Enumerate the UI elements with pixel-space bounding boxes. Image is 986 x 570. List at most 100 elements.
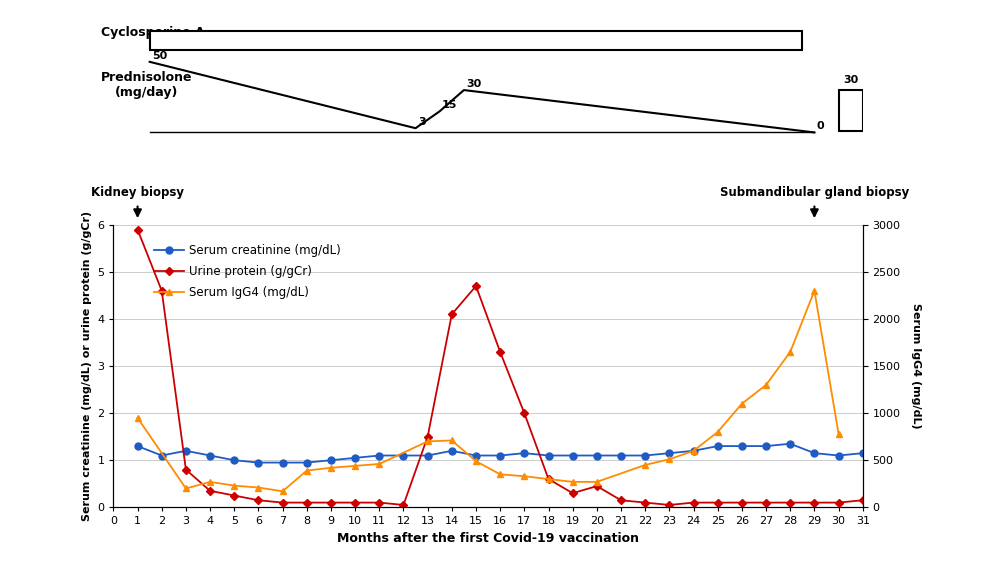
Urine protein (g/gCr) — [494, 348, 506, 355]
Serum creatinine (mg/dL) — [325, 457, 337, 463]
Serum creatinine (mg/dL) — [809, 450, 820, 457]
Serum creatinine (mg/dL) — [252, 459, 264, 466]
Serum creatinine (mg/dL) — [277, 459, 289, 466]
Urine protein (g/gCr) — [349, 499, 361, 506]
Line: Serum creatinine (mg/dL): Serum creatinine (mg/dL) — [134, 440, 867, 466]
Urine protein (g/gCr) — [784, 499, 796, 506]
Serum IgG4 (mg/dL) — [325, 465, 337, 471]
Y-axis label: Serum IgG4 (mg/dL): Serum IgG4 (mg/dL) — [911, 303, 922, 429]
Urine protein (g/gCr) — [374, 499, 386, 506]
Bar — [150, 31, 803, 50]
Text: 15: 15 — [442, 100, 458, 110]
Urine protein (g/gCr) — [397, 502, 409, 508]
Serum creatinine (mg/dL) — [542, 452, 554, 459]
Serum IgG4 (mg/dL) — [519, 473, 530, 479]
Line: Urine protein (g/gCr): Urine protein (g/gCr) — [135, 227, 866, 508]
Serum creatinine (mg/dL) — [615, 452, 627, 459]
Serum creatinine (mg/dL) — [204, 452, 216, 459]
Urine protein (g/gCr) — [615, 497, 627, 504]
Urine protein (g/gCr) — [132, 226, 144, 233]
Serum creatinine (mg/dL) — [736, 443, 747, 450]
Text: Submandibular gland biopsy: Submandibular gland biopsy — [720, 186, 909, 199]
Serum IgG4 (mg/dL) — [349, 462, 361, 469]
Serum creatinine (mg/dL) — [229, 457, 241, 463]
Serum IgG4 (mg/dL) — [301, 467, 313, 474]
Serum IgG4 (mg/dL) — [784, 348, 796, 355]
Serum creatinine (mg/dL) — [760, 443, 772, 450]
Serum IgG4 (mg/dL) — [712, 429, 724, 435]
Serum creatinine (mg/dL) — [301, 459, 313, 466]
Urine protein (g/gCr) — [639, 499, 651, 506]
Serum creatinine (mg/dL) — [712, 443, 724, 450]
Serum creatinine (mg/dL) — [349, 454, 361, 461]
Urine protein (g/gCr) — [591, 483, 602, 490]
Serum creatinine (mg/dL) — [397, 452, 409, 459]
Serum IgG4 (mg/dL) — [832, 430, 844, 437]
Serum IgG4 (mg/dL) — [567, 478, 579, 485]
Urine protein (g/gCr) — [156, 287, 168, 294]
Serum IgG4 (mg/dL) — [446, 437, 458, 444]
Serum creatinine (mg/dL) — [639, 452, 651, 459]
Y-axis label: Serum creatinine (mg/dL) or urine protein (g/gCr): Serum creatinine (mg/dL) or urine protei… — [82, 211, 92, 521]
Serum creatinine (mg/dL) — [687, 447, 699, 454]
Serum creatinine (mg/dL) — [567, 452, 579, 459]
Serum IgG4 (mg/dL) — [760, 381, 772, 388]
Urine protein (g/gCr) — [446, 311, 458, 317]
Text: 30: 30 — [466, 79, 481, 89]
Serum IgG4 (mg/dL) — [809, 287, 820, 294]
Serum IgG4 (mg/dL) — [252, 484, 264, 491]
Serum IgG4 (mg/dL) — [687, 447, 699, 454]
Serum creatinine (mg/dL) — [156, 452, 168, 459]
Serum creatinine (mg/dL) — [180, 447, 192, 454]
Text: 30: 30 — [843, 75, 858, 86]
Serum IgG4 (mg/dL) — [639, 462, 651, 469]
Serum IgG4 (mg/dL) — [542, 475, 554, 482]
Legend: Serum creatinine (mg/dL), Urine protein (g/gCr), Serum IgG4 (mg/dL): Serum creatinine (mg/dL), Urine protein … — [149, 239, 346, 304]
Urine protein (g/gCr) — [519, 410, 530, 417]
Text: Cyclosporine A: Cyclosporine A — [102, 26, 205, 39]
Urine protein (g/gCr) — [687, 499, 699, 506]
Urine protein (g/gCr) — [277, 499, 289, 506]
Urine protein (g/gCr) — [325, 499, 337, 506]
Serum creatinine (mg/dL) — [422, 452, 434, 459]
Serum IgG4 (mg/dL) — [204, 478, 216, 485]
Urine protein (g/gCr) — [736, 499, 747, 506]
Urine protein (g/gCr) — [760, 499, 772, 506]
Urine protein (g/gCr) — [857, 497, 869, 504]
Serum creatinine (mg/dL) — [374, 452, 386, 459]
Serum creatinine (mg/dL) — [784, 440, 796, 447]
Urine protein (g/gCr) — [809, 499, 820, 506]
Urine protein (g/gCr) — [542, 475, 554, 482]
Text: 3: 3 — [418, 117, 426, 127]
Urine protein (g/gCr) — [567, 490, 579, 496]
Serum IgG4 (mg/dL) — [422, 438, 434, 445]
Serum IgG4 (mg/dL) — [374, 461, 386, 467]
Text: Prednisolone
(mg/day): Prednisolone (mg/day) — [102, 71, 193, 99]
Text: 50: 50 — [152, 51, 168, 60]
Serum IgG4 (mg/dL) — [591, 478, 602, 485]
Urine protein (g/gCr) — [204, 487, 216, 494]
Serum IgG4 (mg/dL) — [664, 456, 675, 463]
Urine protein (g/gCr) — [180, 466, 192, 473]
Urine protein (g/gCr) — [229, 492, 241, 499]
Serum IgG4 (mg/dL) — [132, 414, 144, 421]
Urine protein (g/gCr) — [832, 499, 844, 506]
Line: Serum IgG4 (mg/dL): Serum IgG4 (mg/dL) — [134, 287, 842, 495]
Serum creatinine (mg/dL) — [470, 452, 482, 459]
Text: Kidney biopsy: Kidney biopsy — [91, 186, 184, 199]
Serum creatinine (mg/dL) — [132, 443, 144, 450]
Serum IgG4 (mg/dL) — [229, 482, 241, 489]
Urine protein (g/gCr) — [252, 497, 264, 504]
Serum creatinine (mg/dL) — [832, 452, 844, 459]
Serum creatinine (mg/dL) — [519, 450, 530, 457]
Serum IgG4 (mg/dL) — [180, 485, 192, 492]
Serum creatinine (mg/dL) — [591, 452, 602, 459]
Serum creatinine (mg/dL) — [494, 452, 506, 459]
Text: 0: 0 — [816, 121, 824, 131]
Serum IgG4 (mg/dL) — [277, 488, 289, 495]
Serum IgG4 (mg/dL) — [736, 400, 747, 407]
Serum creatinine (mg/dL) — [857, 450, 869, 457]
Serum IgG4 (mg/dL) — [470, 458, 482, 465]
Urine protein (g/gCr) — [712, 499, 724, 506]
Urine protein (g/gCr) — [422, 433, 434, 440]
